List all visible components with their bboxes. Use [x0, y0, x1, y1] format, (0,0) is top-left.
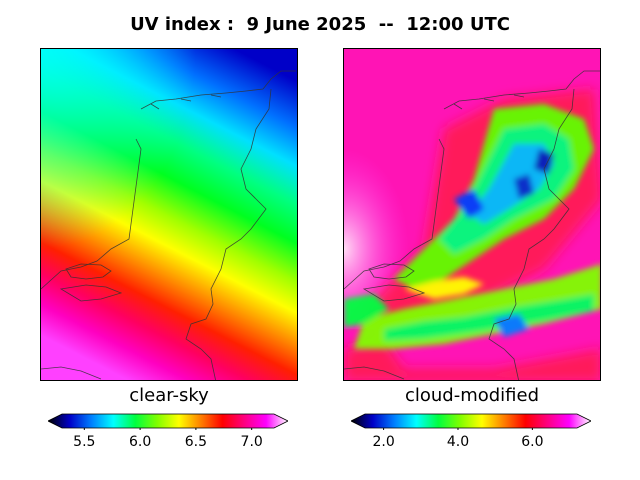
colorbar-tick-label: 5.5 [73, 434, 96, 450]
map-title: UV index : 9 June 2025 -- 12:00 UTC [130, 14, 510, 35]
colorbar-tick-label: 4.0 [446, 434, 470, 450]
colorbar-gradient [351, 413, 591, 429]
colorbar-tick-label: 2.0 [372, 434, 395, 450]
cloud-modified-label: cloud-modified [404, 385, 540, 406]
colorbar-tick-label: 6.0 [128, 434, 152, 450]
colorbar-tick-label: 7.0 [240, 434, 263, 450]
colorbar-clear-sky [48, 413, 288, 430]
colorbar-tick-label: 6.5 [184, 434, 208, 450]
clear-sky-label: clear-sky [129, 385, 209, 406]
clear-sky-map [40, 48, 298, 381]
colorbar-gradient [48, 413, 288, 429]
colorbar-tick-label: 6.0 [521, 434, 544, 450]
coastline-outline [344, 70, 600, 380]
colorbar-cloud-modified [351, 413, 591, 430]
cloud-modified-map [343, 48, 601, 381]
coastline-outline [41, 70, 296, 380]
